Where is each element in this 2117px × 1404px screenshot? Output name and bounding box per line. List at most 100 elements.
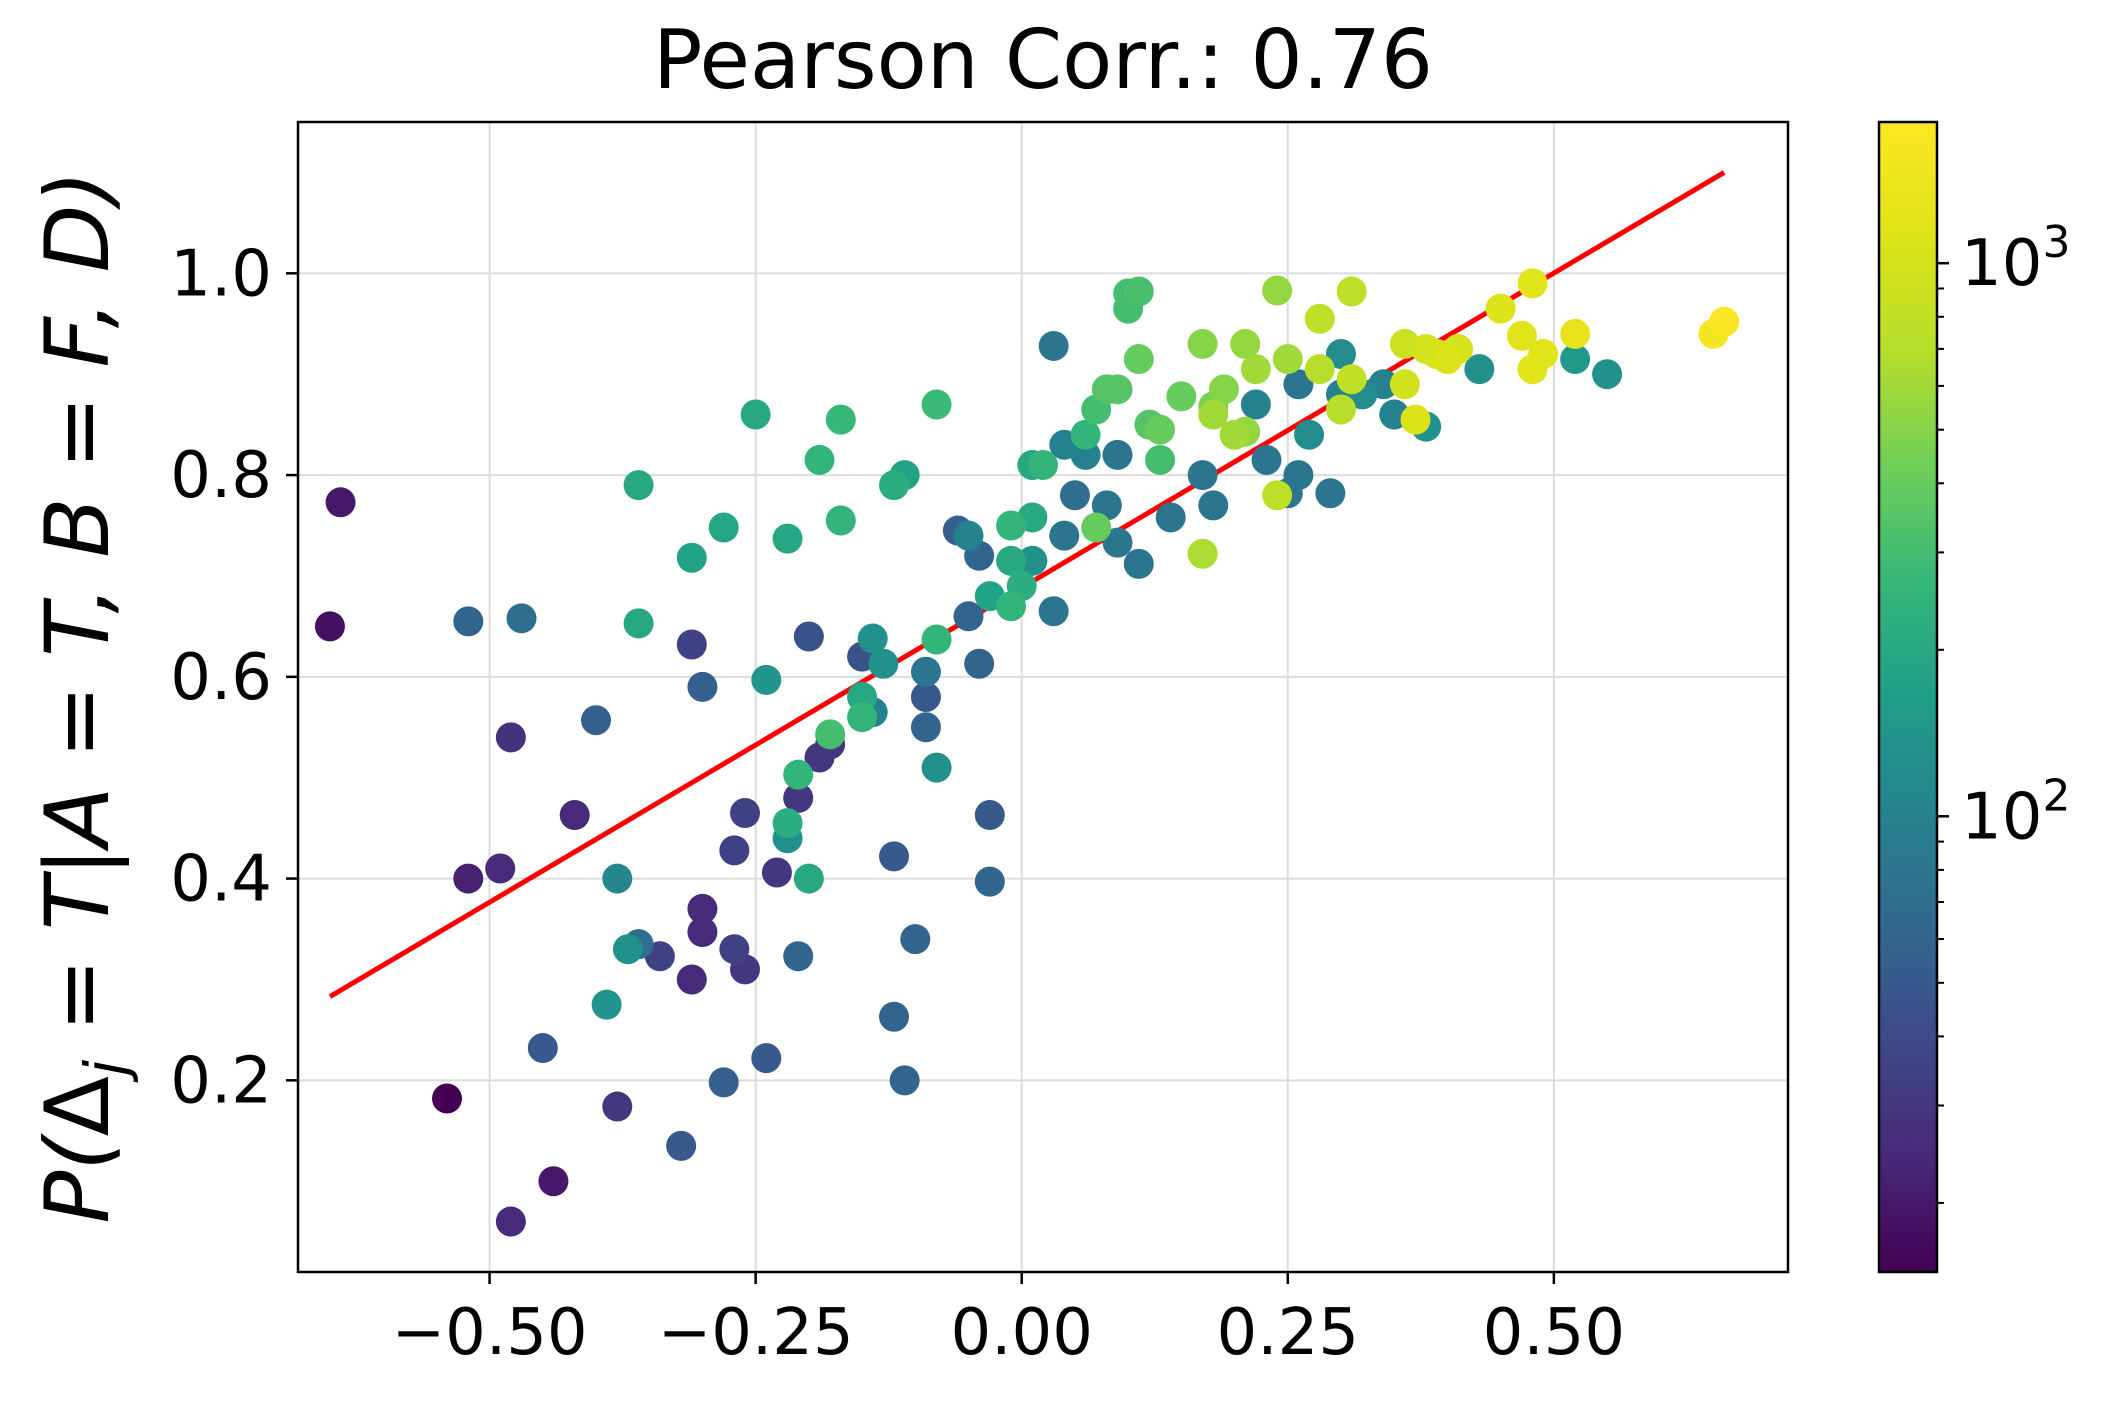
data-point (1709, 306, 1740, 337)
data-point (879, 470, 909, 501)
data-point (1272, 344, 1303, 375)
data-point (1251, 444, 1282, 475)
colorbar-ticks: 102 103 (1937, 217, 2070, 1204)
data-point (751, 664, 782, 695)
data-point (453, 863, 484, 894)
data-point (623, 470, 654, 501)
data-point (740, 399, 771, 430)
data-point (1304, 354, 1335, 385)
data-point (751, 1043, 782, 1074)
data-point (453, 606, 484, 637)
data-point (719, 934, 750, 965)
colorbar-tick-label: 102 (1961, 770, 2070, 854)
data-point (1017, 545, 1048, 576)
data-point (623, 608, 654, 639)
data-point (538, 1166, 569, 1197)
data-point (1283, 460, 1314, 491)
data-point (719, 835, 750, 866)
data-point (1028, 449, 1058, 480)
data-point (1336, 364, 1367, 395)
data-point (314, 611, 345, 642)
data-point (825, 404, 856, 435)
y-tick-label: 0.4 (170, 843, 272, 917)
data-point (676, 542, 707, 573)
data-point (1560, 318, 1591, 349)
data-point (325, 487, 356, 518)
data-point (1326, 394, 1356, 425)
data-point (793, 621, 824, 652)
data-point (1485, 293, 1516, 324)
data-point (804, 444, 835, 475)
data-point (730, 798, 760, 829)
data-point (879, 841, 909, 872)
data-point (974, 866, 1005, 897)
data-point (953, 520, 984, 551)
x-tick-label: −0.50 (392, 1296, 588, 1370)
data-point (1145, 414, 1176, 445)
y-axis-label: P(Δj = T|A = T, B = F, D) (26, 170, 140, 1223)
data-point (708, 512, 739, 543)
data-point (815, 719, 846, 750)
y-axis-ticks: 0.2 0.4 0.6 0.8 1.0 (170, 237, 298, 1118)
data-point (783, 941, 814, 972)
data-point (889, 1065, 920, 1096)
data-point (1049, 520, 1080, 551)
data-point (772, 808, 803, 839)
data-point (857, 623, 888, 654)
data-point (1038, 596, 1069, 627)
data-point (910, 656, 941, 687)
data-point (1219, 419, 1250, 450)
plot-area-frame (296, 120, 1790, 1274)
data-point (1198, 399, 1229, 430)
x-tick-label: 0.25 (1217, 1296, 1360, 1370)
data-point (1315, 478, 1346, 509)
data-point (1123, 548, 1154, 579)
data-point (1145, 444, 1176, 475)
data-point (612, 934, 643, 965)
data-point (1230, 328, 1261, 359)
data-point (996, 510, 1027, 541)
colorbar-tick-label: 103 (1961, 217, 2070, 301)
data-point (996, 591, 1027, 622)
data-point (485, 853, 516, 884)
data-point (559, 800, 590, 831)
data-point (602, 1091, 633, 1122)
x-tick-label: −0.25 (658, 1296, 854, 1370)
data-point (1517, 268, 1548, 299)
data-point (921, 389, 952, 420)
data-point (1400, 404, 1431, 435)
data-point (1081, 512, 1112, 543)
data-point (1102, 439, 1133, 470)
data-point (687, 893, 718, 924)
data-point (495, 1206, 526, 1237)
data-point (1187, 328, 1218, 359)
y-tick-label: 0.2 (170, 1044, 272, 1118)
data-point (847, 702, 878, 733)
data-point (996, 545, 1027, 576)
data-point (708, 1067, 739, 1098)
data-point (879, 1001, 909, 1032)
data-point (432, 1083, 462, 1114)
data-point (1464, 354, 1495, 385)
data-point (1560, 344, 1591, 375)
data-point (964, 648, 995, 679)
data-point (1102, 374, 1133, 405)
colorbar (1877, 120, 1939, 1274)
data-point (783, 782, 814, 813)
data-point (1294, 419, 1325, 450)
data-point (1283, 369, 1314, 400)
data-point (761, 857, 792, 888)
data-point (953, 601, 984, 632)
data-point (1336, 276, 1367, 307)
data-point (666, 1130, 697, 1161)
data-point (1123, 344, 1154, 375)
data-point (1326, 339, 1356, 370)
data-point (1187, 538, 1218, 569)
data-point (506, 603, 537, 634)
data-point (1187, 460, 1218, 491)
data-point (783, 759, 814, 790)
y-tick-label: 1.0 (170, 237, 272, 311)
data-point (1208, 374, 1239, 405)
data-point (921, 624, 952, 655)
